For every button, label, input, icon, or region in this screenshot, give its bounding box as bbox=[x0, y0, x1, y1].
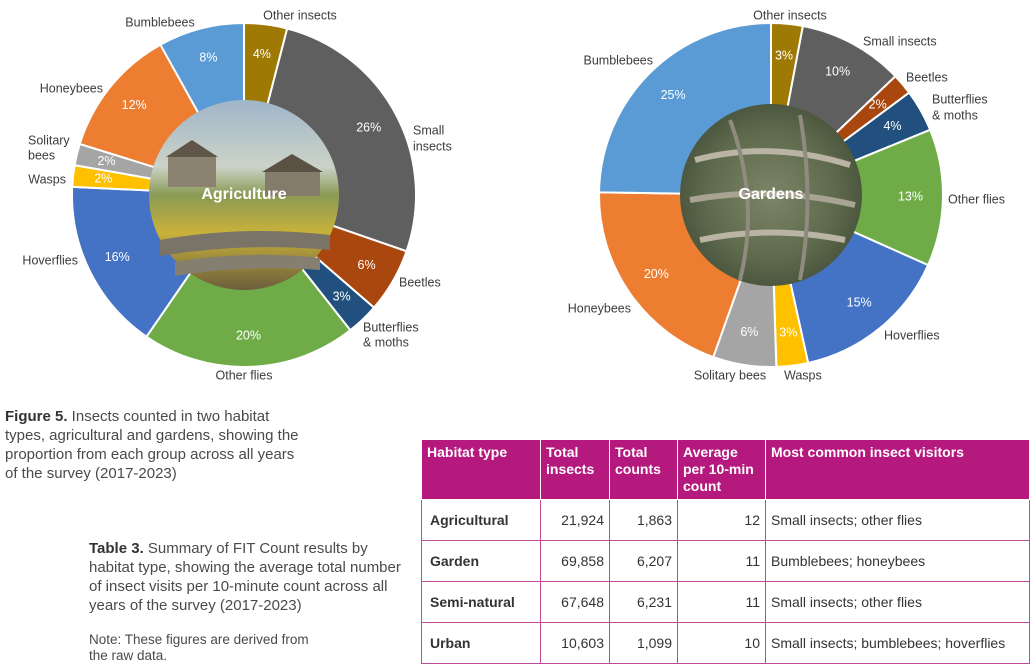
gard-label-beetles: Beetles bbox=[906, 70, 948, 84]
cell-total-counts: 1,099 bbox=[609, 622, 678, 664]
agri-pct-butterflies-moths: 3% bbox=[333, 290, 351, 304]
figure-caption-label: Figure 5. bbox=[5, 408, 68, 425]
cell-total-insects: 10,603 bbox=[540, 622, 610, 664]
cell-total-counts: 6,231 bbox=[609, 581, 678, 623]
gard-pct-bumblebees: 25% bbox=[661, 88, 686, 102]
pie-charts: 4% 26% 6% 3% 20% 16% 2% 2% 12% 8% Agriculture 3% 1… bbox=[22, 8, 1005, 382]
agri-label-small-insects-line1: Small bbox=[413, 123, 444, 137]
agri-label-beetles: Beetles bbox=[399, 275, 441, 289]
agri-label-honeybees: Honeybees bbox=[40, 81, 103, 95]
gard-pct-small-insects: 10% bbox=[825, 65, 850, 79]
col-header-total-insects: Total insects bbox=[540, 439, 610, 500]
gard-pct-honeybees: 20% bbox=[644, 267, 669, 281]
gard-label-bumblebees: Bumblebees bbox=[584, 53, 654, 67]
gard-pct-other-insects: 3% bbox=[775, 48, 793, 62]
gardens-center-photo bbox=[680, 104, 862, 286]
agri-pct-solitary-bees: 2% bbox=[97, 154, 115, 168]
col-header-total-counts: Total counts bbox=[609, 439, 678, 500]
agri-label-solitary-line1: Solitary bbox=[28, 133, 70, 147]
cell-visitors: Bumblebees; honeybees bbox=[765, 540, 1030, 582]
cell-visitors: Small insects; bumblebees; hoverflies bbox=[765, 622, 1030, 664]
table-caption-label: Table 3. bbox=[89, 540, 144, 557]
table-row: Garden 69,858 6,207 11 Bumblebees; honey… bbox=[421, 540, 1030, 582]
gard-label-butterflies-line2: & moths bbox=[932, 108, 978, 122]
agriculture-center-label: Agriculture bbox=[201, 186, 286, 203]
gard-label-other-insects: Other insects bbox=[753, 8, 827, 22]
agri-pct-honeybees: 12% bbox=[122, 98, 147, 112]
figure-caption: Figure 5. Insects counted in two habitat… bbox=[5, 407, 310, 483]
agri-pct-beetles: 6% bbox=[358, 258, 376, 272]
agri-pct-hoverflies: 16% bbox=[105, 250, 130, 264]
agri-label-hoverflies: Hoverflies bbox=[22, 253, 78, 267]
col-header-common-visitors: Most common insect visitors bbox=[765, 439, 1030, 500]
gard-pct-solitary-bees: 6% bbox=[740, 325, 758, 339]
col-header-average: Average per 10-min count bbox=[677, 439, 766, 500]
agri-label-other-flies: Other flies bbox=[216, 368, 273, 382]
gard-label-hoverflies: Hoverflies bbox=[884, 328, 940, 342]
cell-total-insects: 69,858 bbox=[540, 540, 610, 582]
agri-label-other-insects: Other insects bbox=[263, 8, 337, 22]
cell-habitat: Urban bbox=[421, 622, 541, 664]
gard-label-honeybees: Honeybees bbox=[568, 301, 631, 315]
cell-total-counts: 6,207 bbox=[609, 540, 678, 582]
table-header-row: Habitat type Total insects Total counts … bbox=[421, 439, 1030, 500]
agri-label-wasps: Wasps bbox=[28, 172, 66, 186]
gard-pct-beetles: 2% bbox=[869, 97, 887, 111]
agri-label-small-insects-line2: insects bbox=[413, 139, 452, 153]
gard-label-solitary-bees: Solitary bees bbox=[694, 368, 766, 382]
table-row: Agricultural 21,924 1,863 12 Small insec… bbox=[421, 499, 1030, 541]
gard-pct-hoverflies: 15% bbox=[847, 295, 872, 309]
table-note: Note: These figures are derived from the… bbox=[89, 632, 309, 663]
agri-pct-other-flies: 20% bbox=[236, 329, 261, 343]
cell-average: 10 bbox=[677, 622, 766, 664]
gard-pct-wasps: 3% bbox=[779, 326, 797, 340]
gard-label-wasps: Wasps bbox=[784, 368, 822, 382]
agri-pct-small-insects: 26% bbox=[356, 120, 381, 134]
agri-label-solitary-line2: bees bbox=[28, 148, 55, 162]
agriculture-center-photo bbox=[149, 100, 339, 290]
cell-habitat: Agricultural bbox=[421, 499, 541, 541]
gard-label-other-flies: Other flies bbox=[948, 192, 1005, 206]
agri-pct-bumblebees: 8% bbox=[199, 50, 217, 64]
figure-caption-text: Insects counted in two habitat types, ag… bbox=[5, 408, 299, 482]
table-caption: Table 3. Summary of FIT Count results by… bbox=[89, 539, 409, 615]
cell-visitors: Small insects; other flies bbox=[765, 499, 1030, 541]
gard-pct-other-flies: 13% bbox=[898, 189, 923, 203]
agri-label-butterflies-line1: Butterflies bbox=[363, 320, 419, 334]
cell-average: 12 bbox=[677, 499, 766, 541]
cell-average: 11 bbox=[677, 540, 766, 582]
table-row: Semi-natural 67,648 6,231 11 Small insec… bbox=[421, 581, 1030, 623]
cell-total-counts: 1,863 bbox=[609, 499, 678, 541]
agri-label-bumblebees: Bumblebees bbox=[125, 15, 195, 29]
cell-total-insects: 67,648 bbox=[540, 581, 610, 623]
gard-label-small-insects: Small insects bbox=[863, 34, 937, 48]
agri-pct-wasps: 2% bbox=[94, 172, 112, 186]
habitat-summary-table: Habitat type Total insects Total counts … bbox=[421, 439, 1030, 664]
table-caption-text: Summary of FIT Count results by habitat … bbox=[89, 540, 401, 614]
cell-total-insects: 21,924 bbox=[540, 499, 610, 541]
agri-pct-other-insects: 4% bbox=[253, 47, 271, 61]
col-header-habitat-type: Habitat type bbox=[421, 439, 541, 500]
gardens-center-label: Gardens bbox=[739, 186, 804, 203]
gard-pct-butterflies-moths: 4% bbox=[883, 119, 901, 133]
cell-visitors: Small insects; other flies bbox=[765, 581, 1030, 623]
cell-average: 11 bbox=[677, 581, 766, 623]
agri-label-butterflies-line2: & moths bbox=[363, 335, 409, 349]
gard-label-butterflies-line1: Butterflies bbox=[932, 92, 988, 106]
table-row: Urban 10,603 1,099 10 Small insects; bum… bbox=[421, 622, 1030, 664]
cell-habitat: Garden bbox=[421, 540, 541, 582]
cell-habitat: Semi-natural bbox=[421, 581, 541, 623]
